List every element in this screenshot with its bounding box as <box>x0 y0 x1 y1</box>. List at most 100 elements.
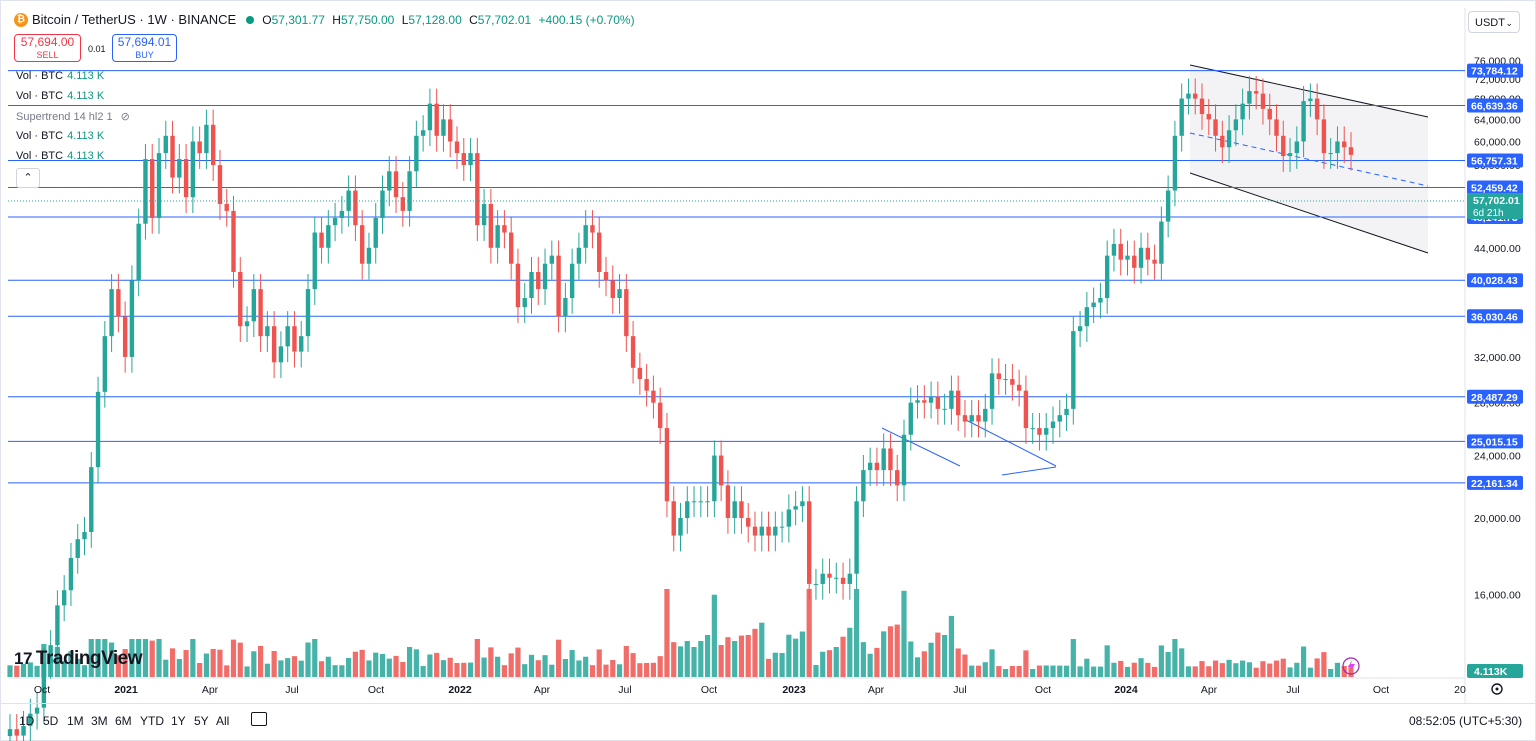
time-tick-label: Jul <box>618 684 631 696</box>
volume-bar <box>346 657 352 677</box>
range-1y[interactable]: 1Y <box>171 714 186 728</box>
candle-body <box>1233 119 1239 131</box>
lightning-icon[interactable] <box>1342 657 1360 675</box>
currency-select[interactable]: USDT ⌄ <box>1468 11 1520 33</box>
volume-bar <box>1043 665 1049 677</box>
time-axis[interactable]: Oct 2021 Apr Jul Oct 2022 Apr Jul Oct 2023 Apr Jul O… <box>34 684 1466 696</box>
level-tag <box>1467 309 1523 324</box>
symbol-header[interactable]: ₿ Bitcoin / TetherUS · 1W · BINANCE O57,… <box>14 12 639 27</box>
volume-bar <box>197 663 203 677</box>
range-5y[interactable]: 5Y <box>194 714 209 728</box>
candle-body <box>664 428 670 502</box>
price-tick-label: 32,000.00 <box>1474 352 1521 364</box>
volume-bar <box>339 665 345 677</box>
candle-body <box>434 103 439 136</box>
candle-body <box>380 190 385 218</box>
indicator-vol-4[interactable]: Vol · BTC 4.113 K <box>16 150 104 162</box>
indicator-vol-3[interactable]: Vol · BTC 4.113 K <box>16 130 104 142</box>
candle-body <box>569 263 575 299</box>
volume-bar <box>1192 666 1198 677</box>
volume-bar <box>393 655 399 677</box>
time-tick-label: 2024 <box>1114 684 1138 696</box>
volume-bar <box>569 650 575 677</box>
candle-body <box>278 346 284 363</box>
sell-button[interactable]: 57,694.00 SELL <box>14 34 81 62</box>
price-axis[interactable]: 76,000.0072,000.0068,000.0064,000.0060,0… <box>1474 55 1521 601</box>
bottom-toolbar: 1D 5D 1M 3M 6M YTD 1Y 5Y All 08:52:05 (U… <box>1 703 1535 734</box>
flag-line-2[interactable] <box>965 419 1057 467</box>
indicator-supertrend[interactable]: Supertrend 14 hl2 1 ⊘ <box>16 110 130 123</box>
volume-bar <box>257 645 264 677</box>
candle-body <box>820 573 825 584</box>
level-tag <box>1467 475 1523 490</box>
volume-bar <box>434 652 440 677</box>
currency-label: USDT <box>1475 17 1505 29</box>
symbol-title[interactable]: Bitcoin / TetherUS · 1W · BINANCE <box>32 12 237 27</box>
volume-bar <box>528 654 535 677</box>
volume-bar <box>1334 662 1341 677</box>
candle-body <box>597 232 602 272</box>
range-3m[interactable]: 3M <box>91 714 108 728</box>
candle-body <box>705 501 710 503</box>
volume-bar <box>664 589 670 677</box>
candle-body <box>1111 243 1117 256</box>
volume-bar <box>542 655 548 677</box>
candle-body <box>732 501 737 518</box>
range-1m[interactable]: 1M <box>67 714 84 728</box>
candle-body <box>1016 384 1022 391</box>
candle-body <box>989 373 995 409</box>
candle-body <box>1077 326 1083 332</box>
volume-bar <box>576 660 582 677</box>
volume-bar <box>359 649 365 677</box>
volume-bar <box>786 634 792 677</box>
indicator-vol-2[interactable]: Vol · BTC 4.113 K <box>16 90 104 102</box>
channel-lower-line[interactable] <box>1189 172 1429 254</box>
level-tag <box>1467 434 1523 449</box>
volume-bar <box>400 661 406 677</box>
candle-body <box>834 577 839 579</box>
candle-body <box>508 232 514 264</box>
calendar-icon[interactable] <box>251 712 267 726</box>
volume-bar <box>27 662 33 677</box>
candle-body <box>922 400 927 403</box>
candle-body <box>210 124 216 166</box>
volume-bar <box>935 632 941 677</box>
volume-bar <box>20 663 27 677</box>
range-6m[interactable]: 6M <box>115 714 132 728</box>
price-tick-label: 60,000.00 <box>1474 136 1521 148</box>
candle-body <box>800 501 805 507</box>
candle-body <box>197 141 202 154</box>
range-1d[interactable]: 1D <box>19 714 35 728</box>
candle-body <box>955 390 961 416</box>
range-5d[interactable]: 5D <box>43 714 59 728</box>
candle-body <box>122 316 128 357</box>
volume-bar <box>840 636 846 677</box>
eye-off-icon[interactable]: ⊘ <box>120 111 130 123</box>
buy-button[interactable]: 57,694.01 BUY <box>112 34 177 62</box>
volume-bar <box>88 639 94 677</box>
volume-bar <box>95 639 101 677</box>
volume-bar <box>738 635 745 677</box>
channel-upper-line[interactable] <box>1189 64 1429 118</box>
volume-bar <box>745 635 751 677</box>
candle-body <box>942 408 947 410</box>
range-ytd[interactable]: YTD <box>140 714 164 728</box>
volume-bar <box>190 639 196 677</box>
gear-icon[interactable] <box>1491 683 1503 695</box>
volume-bar <box>1219 663 1225 677</box>
indicator-vol-1[interactable]: Vol · BTC 4.113 K <box>16 70 104 82</box>
volume-bar <box>522 664 528 677</box>
clock-timezone[interactable]: 08:52:05 (UTC+5:30) <box>1409 714 1523 728</box>
volume-bar <box>962 654 968 677</box>
candle-body <box>224 203 229 211</box>
flag-line-1[interactable] <box>881 427 961 467</box>
low-value: 57,128.00 <box>408 12 462 27</box>
candle-body <box>1308 98 1313 102</box>
range-all[interactable]: All <box>216 714 230 728</box>
price-tick-label: 20,000.00 <box>1474 513 1521 525</box>
flag-line-3[interactable] <box>1001 466 1057 476</box>
time-tick-label: Oct <box>34 684 50 696</box>
chevron-up-icon[interactable]: ⌃ <box>16 168 40 188</box>
volume-bar <box>278 660 284 677</box>
